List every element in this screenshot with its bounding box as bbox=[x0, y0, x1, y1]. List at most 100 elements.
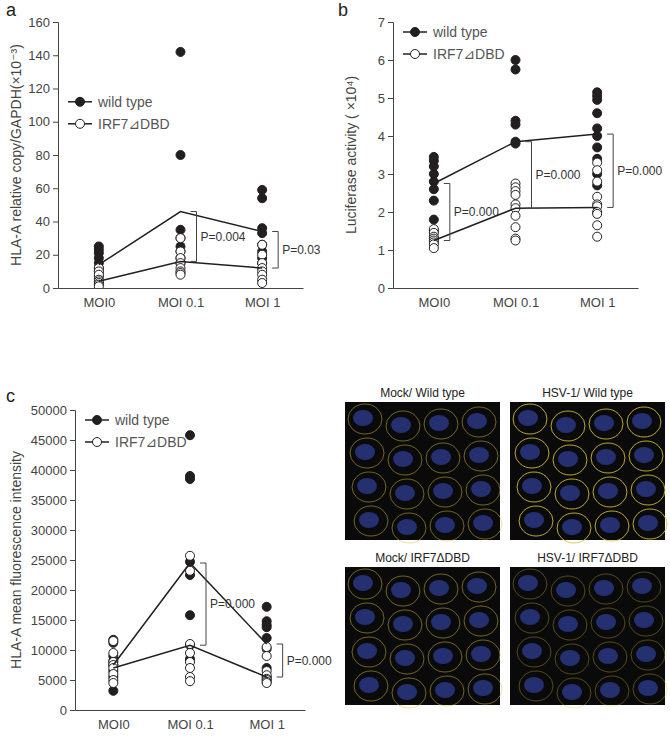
nucleus bbox=[558, 616, 578, 632]
y-tick-label: 10000 bbox=[31, 643, 67, 658]
nucleus bbox=[638, 515, 658, 531]
y-tick-mark bbox=[53, 89, 58, 90]
nucleus bbox=[634, 612, 654, 628]
point bbox=[262, 679, 271, 688]
nucleus bbox=[469, 612, 489, 628]
p-value: P=0.000 bbox=[287, 654, 332, 668]
nucleus bbox=[520, 609, 540, 625]
y-tick-mark bbox=[388, 250, 393, 251]
point bbox=[511, 65, 520, 74]
micrograph: HSV-1/ Wild type bbox=[510, 386, 667, 543]
point bbox=[262, 602, 271, 611]
nucleus bbox=[471, 481, 491, 497]
point bbox=[176, 151, 185, 160]
x-tick: MOI 0.1 bbox=[493, 288, 539, 310]
y-tick-label: 45000 bbox=[31, 433, 67, 448]
nucleus bbox=[433, 648, 453, 664]
micrograph-label: Mock/ Wild type bbox=[380, 386, 465, 400]
nucleus bbox=[638, 680, 658, 696]
y-tick: 45000 bbox=[31, 433, 75, 448]
point bbox=[593, 232, 602, 241]
nucleus bbox=[433, 483, 453, 499]
point bbox=[511, 223, 520, 232]
membrane bbox=[350, 438, 384, 468]
membrane bbox=[555, 644, 589, 674]
x-tick: MOI0 bbox=[418, 288, 450, 310]
x-tick-label: MOI 0.1 bbox=[167, 717, 213, 732]
nucleus bbox=[429, 415, 449, 431]
x-tick-label: MOI 1 bbox=[249, 717, 284, 732]
point bbox=[262, 652, 271, 661]
nucleus bbox=[473, 515, 493, 531]
nucleus bbox=[560, 650, 580, 666]
nucleus bbox=[560, 485, 580, 501]
y-tick-mark bbox=[53, 122, 58, 123]
membrane bbox=[348, 569, 382, 599]
y-tick: 25000 bbox=[31, 553, 75, 568]
x-tick-label: MOI0 bbox=[418, 295, 450, 310]
y-tick-mark bbox=[70, 530, 75, 531]
membrane bbox=[426, 608, 460, 638]
membrane bbox=[513, 404, 547, 434]
membrane bbox=[426, 443, 460, 473]
p-value: P=0.000 bbox=[617, 164, 662, 178]
legend-marker bbox=[76, 119, 85, 128]
membrane bbox=[428, 642, 462, 672]
membrane bbox=[515, 603, 549, 633]
nucleus bbox=[391, 582, 411, 598]
membrane bbox=[551, 576, 585, 606]
y-tick: 10000 bbox=[31, 643, 75, 658]
membrane bbox=[392, 678, 426, 708]
membrane bbox=[591, 608, 625, 638]
legend-entry: IRF7⊿DBD bbox=[403, 46, 505, 62]
point bbox=[593, 95, 602, 104]
y-axis: 01234567 bbox=[378, 15, 394, 296]
y-tick-mark bbox=[70, 440, 75, 441]
y-tick: 20 bbox=[36, 247, 58, 262]
y-tick-mark bbox=[388, 98, 393, 99]
nucleus bbox=[391, 417, 411, 433]
point bbox=[176, 234, 185, 243]
y-tick-label: 7 bbox=[378, 15, 385, 30]
y-tick: 35000 bbox=[31, 493, 75, 508]
membrane bbox=[589, 409, 623, 439]
nucleus bbox=[431, 449, 451, 465]
micrograph: Mock/ IRF7ΔDBD bbox=[345, 551, 502, 708]
nucleus bbox=[467, 578, 487, 594]
nucleus bbox=[393, 451, 413, 467]
membrane bbox=[551, 411, 585, 441]
y-tick: 160 bbox=[28, 15, 58, 30]
panel: 020406080100120140160MOI0MOI 0.1MOI 1P=0… bbox=[28, 15, 321, 311]
membrane bbox=[464, 441, 498, 471]
legend: wild typeIRF7⊿DBD bbox=[85, 412, 187, 450]
membrane bbox=[466, 640, 500, 670]
point bbox=[593, 209, 602, 218]
figure-container: 020406080100120140160MOI0MOI 0.1MOI 1P=0… bbox=[0, 0, 670, 745]
y-tick-label: 60 bbox=[36, 181, 50, 196]
panel-title: a bbox=[6, 0, 17, 20]
y-tick-label: 0 bbox=[378, 281, 385, 296]
y-tick-label: 40 bbox=[36, 214, 50, 229]
nucleus bbox=[600, 682, 620, 698]
point bbox=[258, 240, 267, 249]
point bbox=[511, 120, 520, 129]
x-tick: MOI 1 bbox=[249, 710, 284, 732]
nucleus bbox=[558, 451, 578, 467]
y-tick: 1 bbox=[378, 243, 393, 258]
p-value: P=0.004 bbox=[201, 230, 246, 244]
y-tick: 0 bbox=[378, 281, 393, 296]
y-tick-label: 20000 bbox=[31, 583, 67, 598]
y-axis-title: Luciferase activity ( ×10⁴) bbox=[343, 76, 359, 234]
membrane bbox=[631, 475, 665, 505]
nucleus bbox=[467, 413, 487, 429]
membrane bbox=[595, 511, 629, 541]
legend-marker bbox=[411, 50, 420, 59]
membrane bbox=[466, 475, 500, 505]
membrane bbox=[350, 603, 384, 633]
y-tick-mark bbox=[53, 55, 58, 56]
membrane bbox=[633, 509, 667, 539]
membrane bbox=[428, 477, 462, 507]
legend: wild typeIRF7⊿DBD bbox=[403, 24, 505, 62]
legend-marker bbox=[93, 416, 102, 425]
y-tick: 20000 bbox=[31, 583, 75, 598]
